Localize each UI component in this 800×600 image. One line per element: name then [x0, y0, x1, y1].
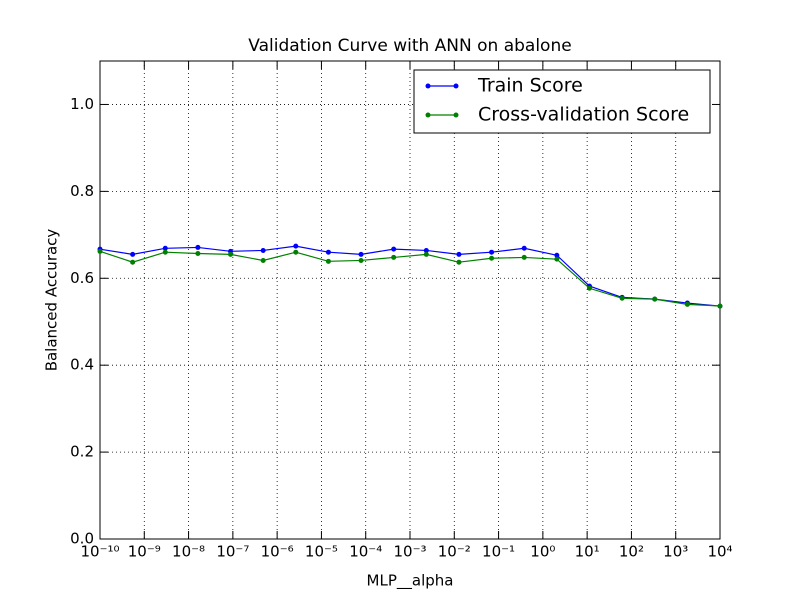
x-tick-label: 10⁻¹⁰ — [80, 543, 119, 561]
data-point — [325, 249, 331, 255]
x-tick-label: 10⁻³ — [393, 543, 426, 561]
data-point — [489, 249, 495, 255]
series-line — [99, 250, 721, 307]
data-point — [391, 246, 397, 252]
x-tick-label: 10⁻⁷ — [216, 543, 249, 561]
data-point — [293, 249, 299, 255]
x-tick-label: 10⁻⁵ — [305, 543, 338, 561]
data-point — [358, 257, 364, 263]
series-line — [99, 245, 721, 307]
y-tick-label: 0.0 — [70, 530, 94, 548]
legend-box — [413, 69, 711, 134]
legend-marker — [425, 83, 431, 89]
x-tick-label: 10⁻⁹ — [128, 543, 161, 561]
legend-label: Train Score — [477, 75, 583, 97]
data-point — [423, 247, 429, 253]
y-tick-label: 0.8 — [70, 182, 94, 200]
data-point — [619, 295, 625, 301]
x-tick-label: 10⁻⁴ — [349, 543, 382, 561]
y-axis-label: Balanced Accuracy — [43, 229, 61, 372]
legend-label: Cross-validation Score — [478, 104, 689, 126]
legend-marker — [425, 112, 431, 118]
data-point — [456, 259, 462, 265]
y-tick-label: 1.0 — [70, 95, 94, 113]
data-point — [97, 248, 103, 254]
y-tick-label: 0.6 — [70, 269, 94, 287]
x-tick-label: 10⁻⁸ — [172, 543, 205, 561]
data-point — [652, 296, 658, 302]
data-point — [586, 285, 592, 291]
data-point — [293, 243, 299, 249]
data-point — [228, 251, 234, 257]
y-tick-label: 0.2 — [70, 443, 94, 461]
data-point — [391, 254, 397, 260]
y-tick-label: 0.4 — [70, 356, 94, 374]
data-point — [456, 251, 462, 257]
legend-marker — [453, 112, 459, 118]
x-tick-label: 10⁻¹ — [482, 543, 515, 561]
x-tick-label: 10⁻⁶ — [261, 543, 294, 561]
data-point — [260, 247, 266, 253]
data-point — [325, 258, 331, 264]
data-point — [489, 255, 495, 261]
chart-title: Validation Curve with ANN on abalone — [248, 36, 571, 56]
legend-marker — [453, 83, 459, 89]
data-point — [521, 245, 527, 251]
x-tick-label: 10³ — [663, 543, 688, 561]
data-point — [423, 251, 429, 257]
data-point — [162, 249, 168, 255]
data-point — [554, 256, 560, 262]
x-tick-label: 10⁴ — [707, 543, 732, 561]
data-point — [684, 301, 690, 307]
data-point — [195, 251, 201, 257]
x-tick-label: 10⁻² — [438, 543, 471, 561]
x-tick-label: 10⁰ — [530, 543, 555, 561]
data-point — [554, 252, 560, 258]
data-point — [260, 257, 266, 263]
data-point — [521, 254, 527, 260]
data-point — [195, 244, 201, 250]
plot-frame — [99, 60, 721, 540]
data-point — [162, 245, 168, 251]
x-tick-label: 10² — [619, 543, 644, 561]
x-tick-label: 10¹ — [575, 543, 600, 561]
data-point — [358, 251, 364, 257]
data-point — [130, 251, 136, 257]
x-axis-label: MLP__alpha — [367, 572, 454, 591]
data-point — [130, 259, 136, 265]
data-point — [717, 303, 723, 309]
